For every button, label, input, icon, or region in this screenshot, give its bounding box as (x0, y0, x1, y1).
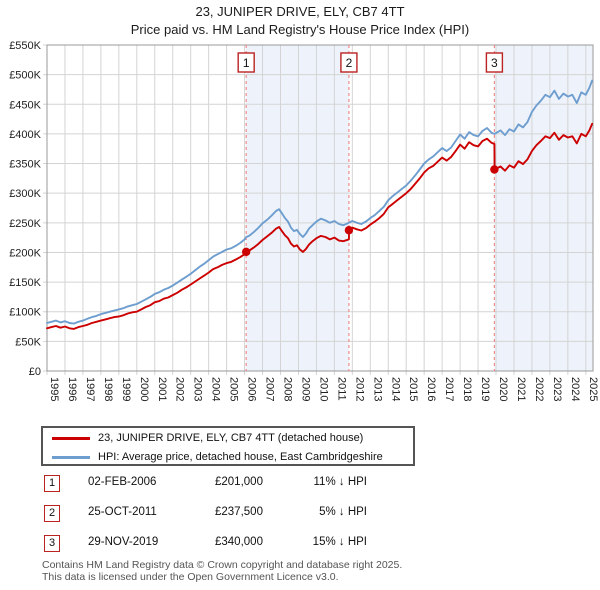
x-axis-label: 1996 (66, 377, 78, 401)
transaction-2-vs-hpi: 5% ↓ HPI (319, 506, 367, 518)
price-chart[interactable]: 1 2 3 £0 £50K £100K £150K £200K £250K £300K £350K £… (0, 0, 600, 418)
x-axis-label: 2019 (479, 377, 491, 401)
x-axis-label: 2006 (246, 377, 258, 401)
sale-dot-1 (241, 247, 251, 257)
transaction-2-date: 25-OCT-2011 (88, 506, 157, 518)
sale-flag-label-1: 1 (243, 56, 250, 70)
page-title: 23, JUNIPER DRIVE, ELY, CB7 4TT (195, 4, 405, 19)
y-axis-label: £550K (9, 40, 41, 52)
transaction-1-date: 02-FEB-2006 (88, 476, 157, 488)
ownership-band-2 (494, 45, 593, 371)
legend-item-price: 23, JUNIPER DRIVE, ELY, CB7 4TT (detache… (43, 429, 413, 447)
x-axis-label: 1998 (102, 377, 114, 401)
x-axis-label: 2018 (461, 377, 473, 401)
y-axis-label: £100K (9, 307, 41, 319)
x-axis-label: 1999 (120, 377, 132, 401)
transaction-1-badge: 1 (44, 475, 60, 492)
x-axis-label: 2001 (156, 377, 168, 401)
x-axis-label: 2025 (587, 377, 599, 401)
transaction-row-1: 1 02-FEB-2006 £201,000 11% ↓ HPI (41, 475, 561, 495)
x-axis-label: 2014 (389, 377, 401, 401)
x-axis-label: 2022 (533, 377, 545, 401)
transaction-1-price: £201,000 (215, 476, 263, 488)
x-axis-label: 2009 (299, 377, 311, 401)
x-axis-label: 2004 (210, 377, 222, 401)
x-axis-label: 2011 (335, 377, 347, 401)
legend-item-hpi: HPI: Average price, detached house, East… (43, 448, 413, 466)
x-axis-label: 2003 (192, 377, 204, 401)
license-note: Contains HM Land Registry data © Crown c… (42, 559, 592, 583)
sale-flag-label-3: 3 (491, 56, 498, 70)
sale-flag-label-2: 2 (346, 56, 353, 70)
x-axis-label: 2023 (551, 377, 563, 401)
transaction-3-badge: 3 (44, 535, 60, 552)
page-subtitle: Price paid vs. HM Land Registry's House … (130, 22, 470, 37)
sale-dot-3 (490, 165, 499, 174)
sale-dot-2 (344, 226, 354, 235)
x-axis-label: 2016 (425, 377, 437, 401)
license-line-2: This data is licensed under the Open Gov… (42, 570, 339, 583)
price-line-swatch (52, 436, 90, 440)
x-axis-label: 2010 (317, 377, 329, 401)
y-axis-label: £200K (9, 247, 41, 259)
transaction-row-3: 3 29-NOV-2019 £340,000 15% ↓ HPI (41, 535, 561, 555)
y-axis-label: £450K (9, 99, 41, 111)
x-axis-label: 2008 (281, 377, 293, 401)
transaction-1-vs-hpi: 11% ↓ HPI (313, 476, 367, 488)
y-axis-label: £250K (9, 218, 41, 230)
hpi-line-swatch (52, 455, 90, 459)
y-axis-label: £50K (15, 336, 41, 348)
transaction-2-price: £237,500 (215, 506, 263, 518)
transaction-2-badge: 2 (44, 505, 60, 522)
x-axis-label: 2013 (371, 377, 383, 401)
transaction-row-2: 2 25-OCT-2011 £237,500 5% ↓ HPI (41, 505, 561, 525)
y-axis-label: £300K (9, 188, 41, 200)
x-axis-label: 2012 (353, 377, 365, 401)
x-axis-label: 2002 (174, 377, 186, 401)
chart-legend: 23, JUNIPER DRIVE, ELY, CB7 4TT (detache… (41, 426, 415, 466)
y-axis-label: £400K (9, 129, 41, 141)
legend-label-price: 23, JUNIPER DRIVE, ELY, CB7 4TT (detache… (98, 432, 364, 444)
sale-flag-3 (485, 52, 504, 73)
x-axis-label: 2024 (569, 377, 581, 401)
legend-label-hpi: HPI: Average price, detached house, East… (98, 451, 383, 463)
x-axis-label: 2017 (443, 377, 455, 401)
x-axis-label: 1997 (84, 377, 96, 401)
x-axis-label: 1995 (48, 377, 60, 401)
y-axis-label: £150K (9, 277, 41, 289)
sale-flag-2 (340, 52, 358, 73)
ownership-band-1 (246, 45, 349, 371)
x-axis-label: 2015 (407, 377, 419, 401)
x-axis-label: 2020 (497, 377, 509, 401)
x-axis-label: 2007 (264, 377, 276, 401)
transaction-3-vs-hpi: 15% ↓ HPI (312, 536, 367, 548)
transaction-3-price: £340,000 (215, 536, 263, 548)
transaction-3-date: 29-NOV-2019 (88, 536, 159, 548)
y-axis-label: £350K (9, 159, 41, 171)
y-axis-label: £500K (9, 70, 41, 82)
hpi-line (46, 79, 594, 325)
y-axis-label: £0 (29, 366, 41, 378)
x-axis-label: 2005 (228, 377, 240, 401)
sale-flag-1 (237, 52, 255, 73)
license-line-1: Contains HM Land Registry data © Crown c… (42, 559, 403, 571)
x-axis-label: 2000 (138, 377, 150, 401)
x-axis-label: 2021 (515, 377, 527, 401)
plot-border (46, 44, 594, 372)
